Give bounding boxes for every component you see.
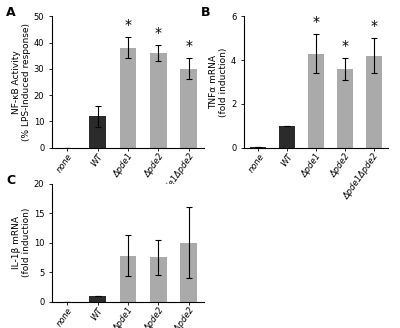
- Bar: [89, 296, 106, 302]
- Y-axis label: NF-κB Activity
(% LPS-Induced response): NF-κB Activity (% LPS-Induced response): [12, 23, 31, 141]
- Text: B: B: [201, 6, 210, 19]
- Bar: [250, 147, 266, 148]
- Bar: [180, 243, 197, 302]
- Bar: [366, 56, 382, 148]
- Bar: [180, 69, 197, 148]
- Text: A: A: [6, 6, 16, 19]
- Bar: [120, 48, 136, 148]
- Y-axis label: TNFα mRNA
(fold induction): TNFα mRNA (fold induction): [209, 47, 228, 117]
- Text: *: *: [185, 39, 192, 53]
- Bar: [279, 126, 295, 148]
- Bar: [89, 116, 106, 148]
- Bar: [308, 53, 324, 148]
- Y-axis label: IL-1β mRNA
(fold induction): IL-1β mRNA (fold induction): [12, 208, 31, 277]
- Text: *: *: [312, 15, 320, 29]
- Text: *: *: [124, 18, 132, 32]
- Bar: [150, 257, 167, 302]
- Text: C: C: [6, 174, 16, 187]
- Bar: [150, 53, 167, 148]
- Text: *: *: [370, 19, 377, 33]
- Bar: [337, 69, 353, 148]
- Text: *: *: [341, 39, 348, 53]
- Text: *: *: [155, 26, 162, 40]
- Bar: [120, 256, 136, 302]
